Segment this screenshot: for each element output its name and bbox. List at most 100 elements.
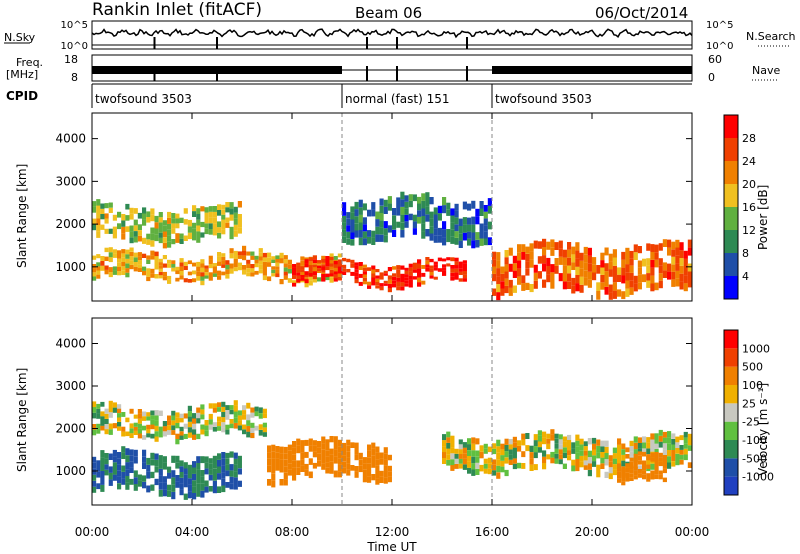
heatmap-cell [237, 420, 242, 426]
heatmap-cell [487, 237, 492, 246]
heatmap-cell [575, 440, 580, 447]
heatmap-cell [192, 234, 197, 241]
heatmap-cell [442, 258, 447, 262]
heatmap-cell [92, 424, 97, 430]
heatmap-cell [233, 405, 238, 412]
heatmap-cell [96, 270, 101, 275]
heatmap-cell [271, 256, 276, 260]
heatmap-cell [196, 412, 201, 419]
nsearch-tick-bottom: 10^0 [706, 41, 733, 52]
heatmap-cell [108, 406, 113, 413]
heatmap-cell [662, 464, 667, 469]
heatmap-cell [175, 439, 180, 445]
heatmap-cell [146, 433, 151, 438]
x-axis-label: Time UT [366, 540, 417, 554]
heatmap-cell [458, 225, 463, 234]
heatmap-cell [375, 219, 380, 227]
heatmap-cell [600, 282, 605, 290]
heatmap-cell [112, 253, 117, 258]
heatmap-cell [142, 219, 147, 226]
heatmap-cell [625, 447, 630, 453]
heatmap-cell [487, 457, 492, 464]
heatmap-cell [633, 244, 638, 253]
heatmap-cell [104, 265, 109, 270]
heatmap-cell [675, 239, 680, 248]
heatmap-cell [321, 258, 326, 263]
heatmap-cell [396, 197, 401, 204]
heatmap-cell [279, 459, 284, 467]
heatmap-cell [433, 214, 438, 222]
heatmap-cell [217, 275, 222, 280]
heatmap-cell [396, 269, 401, 274]
heatmap-cell [204, 223, 209, 229]
heatmap-cell [567, 440, 572, 446]
heatmap-cell [583, 465, 588, 470]
heatmap-cell [483, 225, 488, 232]
heatmap-cell [167, 211, 172, 218]
heatmap-cell [671, 450, 676, 456]
heatmap-cell [450, 276, 455, 281]
heatmap-cell [92, 218, 97, 225]
heatmap-cell [117, 254, 122, 259]
heatmap-cell [454, 463, 459, 469]
colorbar-label: 16 [742, 201, 756, 214]
heatmap-cell [650, 283, 655, 292]
nsky-tick-top: 10^5 [61, 20, 88, 31]
heatmap-cell [237, 251, 242, 256]
heatmap-cell [217, 221, 222, 228]
heatmap-cell [483, 238, 488, 246]
heatmap-cell [408, 279, 413, 284]
heatmap-cell [150, 459, 155, 466]
heatmap-cell [212, 455, 217, 462]
heatmap-cell [383, 477, 388, 484]
heatmap-cell [362, 476, 367, 483]
heatmap-cell [562, 265, 567, 274]
heatmap-cell [133, 470, 138, 478]
heatmap-cell [108, 272, 113, 278]
heatmap-cell [325, 467, 330, 474]
heatmap-cell [462, 232, 467, 241]
x-tick-label: 08:00 [275, 525, 310, 539]
heatmap-cell [483, 218, 488, 226]
heatmap-cell [233, 263, 238, 268]
heatmap-cell [375, 234, 380, 242]
heatmap-cell [400, 199, 405, 207]
heatmap-cell [629, 457, 634, 462]
cpid-segment-label: twofsound 3503 [95, 92, 192, 106]
heatmap-cell [208, 469, 213, 475]
heatmap-cell [179, 466, 184, 472]
heatmap-cell [171, 223, 176, 229]
heatmap-cell [367, 285, 372, 289]
heatmap-cell [187, 478, 192, 485]
heatmap-cell [121, 465, 126, 472]
heatmap-cell [354, 442, 359, 449]
heatmap-cell [396, 265, 401, 270]
heatmap-cell [579, 444, 584, 451]
heatmap-cell [217, 227, 222, 233]
heatmap-cell [608, 467, 613, 474]
heatmap-cell [425, 260, 430, 265]
heatmap-cell [554, 265, 559, 274]
heatmap-cell [687, 279, 692, 288]
heatmap-cell [283, 271, 288, 276]
heatmap-cell [471, 450, 476, 457]
heatmap-cell [233, 417, 238, 423]
heatmap-cell [333, 264, 338, 268]
heatmap-cell [437, 227, 442, 236]
heatmap-cell [650, 251, 655, 260]
heatmap-cell [262, 427, 267, 433]
heatmap-cell [412, 269, 417, 273]
heatmap-cell [479, 231, 484, 239]
heatmap-cell [362, 217, 367, 225]
heatmap-cell [154, 274, 159, 279]
heatmap-cell [617, 289, 622, 297]
heatmap-cell [275, 458, 280, 465]
heatmap-cell [125, 462, 130, 469]
heatmap-cell [133, 236, 138, 243]
heatmap-cell [171, 425, 176, 431]
heatmap-cell [562, 249, 567, 258]
heatmap-cell [637, 451, 642, 456]
heatmap-cell [321, 463, 326, 470]
heatmap-cell [637, 246, 642, 254]
